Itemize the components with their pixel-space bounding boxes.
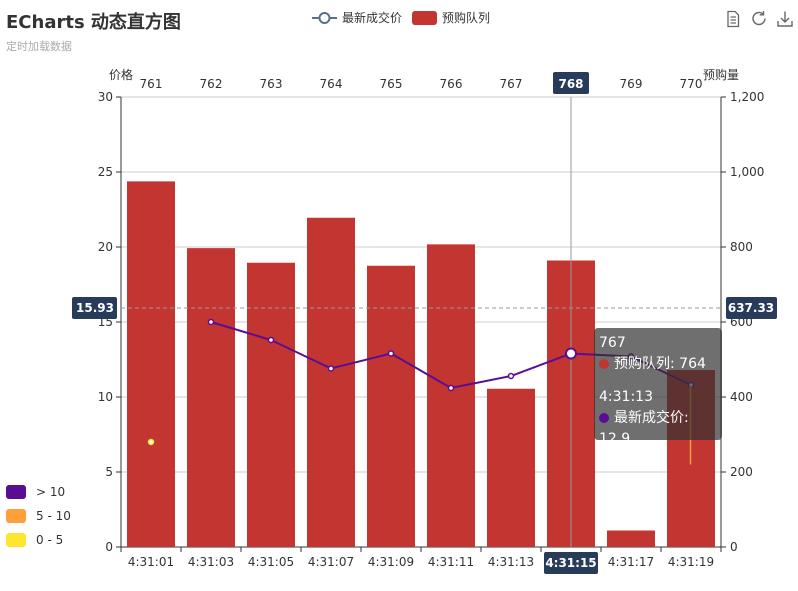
visual-map-swatch-low [6, 533, 26, 547]
legend-label-price: 最新成交价 [342, 11, 403, 25]
x-top-tick-label: 767 [500, 77, 523, 91]
bar-swatch-icon [412, 10, 438, 25]
restore-icon[interactable] [750, 10, 768, 28]
x-bottom-tick-label: 4:31:13 [488, 555, 534, 569]
visual-map: > 10 5 - 10 0 - 5 [6, 480, 71, 552]
x-bottom-tick-label: 4:31:17 [608, 555, 654, 569]
price-point-4:31:03 [207, 318, 215, 326]
y-right-tick-label: 1,200 [730, 90, 764, 104]
y-right-tick-label: 200 [730, 465, 753, 479]
x-top-tick-label: 765 [380, 77, 403, 91]
x-top-tick-label: 770 [680, 77, 703, 91]
x-bottom-pointer-label-bg [544, 552, 598, 574]
y-right-tick-label: 400 [730, 390, 753, 404]
y-left-tick-label: 0 [105, 540, 113, 554]
price-point-4:31:15 [565, 347, 577, 360]
price-point-4:31:11 [447, 384, 455, 392]
x-bottom-tick-label: 4:31:01 [128, 555, 174, 569]
tooltip-dot-queue [599, 359, 609, 369]
x-top-tick-label: 764 [320, 77, 343, 91]
tooltip: 767 预购队列: 764 4:31:13 最新成交价: 12.9 [594, 328, 722, 447]
y-left-axis-name: 价格 [109, 67, 133, 82]
tooltip-row-price-text: 最新成交价: 12.9 [599, 410, 689, 447]
y-left-tick-label: 5 [105, 465, 113, 479]
visual-map-label-mid: 5 - 10 [36, 509, 71, 523]
visual-map-swatch-mid [6, 509, 26, 523]
y-right-tick-label: 0 [730, 540, 738, 554]
x-top-pointer-label-bg [553, 72, 589, 94]
tooltip-row-price: 最新成交价: 12.9 [599, 408, 717, 450]
line-circle-icon [312, 11, 337, 24]
price-point-4:31:05 [267, 336, 275, 344]
y-right-pointer-label-bg [726, 297, 777, 320]
legend-item-queue[interactable]: 预购队列 [412, 9, 490, 26]
tooltip-row-queue-text: 预购队列: 764 [614, 356, 706, 372]
x-bottom-tick-label: 4:31:19 [668, 555, 714, 569]
data-view-icon[interactable] [724, 10, 742, 28]
x-top-pointer-label: 768 [558, 77, 583, 91]
price-point-4:31:09 [387, 350, 395, 357]
y-right-pointer-label: 637.33 [728, 301, 774, 315]
x-bottom-tick-label: 4:31:07 [308, 555, 354, 569]
y-left-pointer-label: 15.93 [76, 301, 114, 315]
visual-map-label-high: > 10 [36, 485, 66, 499]
tooltip-header-category: 767 [599, 335, 626, 351]
bar-4:31:05 [247, 262, 295, 547]
tooltip-row-queue: 预购队列: 764 [599, 354, 717, 375]
y-left-tick-label: 30 [98, 90, 113, 104]
y-left-tick-label: 25 [98, 165, 113, 179]
bar-4:31:01 [127, 181, 175, 547]
bar-4:31:13 [487, 388, 535, 547]
x-bottom-tick-label: 4:31:09 [368, 555, 414, 569]
price-point-4:31:13 [507, 372, 515, 380]
x-bottom-tick-label: 4:31:11 [428, 555, 474, 569]
bar-4:31:09 [367, 265, 415, 547]
x-top-tick-label: 761 [140, 77, 163, 91]
visual-map-label-low: 0 - 5 [36, 533, 64, 547]
price-point-4:31:07 [327, 365, 335, 372]
x-top-tick-label: 769 [620, 77, 643, 91]
visual-map-piece-high[interactable]: > 10 [6, 480, 71, 504]
bar-4:31:17 [607, 530, 655, 547]
y-right-tick-label: 800 [730, 240, 753, 254]
x-top-tick-label: 762 [200, 77, 223, 91]
tooltip-dot-price [599, 413, 609, 423]
y-right-axis-name: 预购量 [703, 67, 739, 82]
tooltip-header-time: 4:31:13 [599, 389, 653, 405]
x-bottom-pointer-label: 4:31:15 [545, 556, 596, 570]
visual-map-swatch-high [6, 485, 26, 499]
bar-4:31:11 [427, 244, 475, 547]
legend: 最新成交价 预购队列 [312, 9, 500, 26]
x-top-tick-label: 763 [260, 77, 283, 91]
x-top-tick-label: 766 [440, 77, 463, 91]
bar-4:31:03 [187, 248, 235, 547]
visual-map-piece-low[interactable]: 0 - 5 [6, 528, 71, 552]
y-left-pointer-label-bg [72, 297, 117, 320]
chart-subtitle: 定时加载数据 [6, 40, 72, 53]
chart-title: ECharts 动态直方图 [6, 12, 181, 33]
bar-4:31:07 [307, 217, 355, 547]
legend-label-queue: 预购队列 [442, 11, 491, 25]
price-point-4:31:01 [147, 438, 155, 446]
visual-map-piece-mid[interactable]: 5 - 10 [6, 504, 71, 528]
toolbox [716, 10, 794, 28]
legend-item-price[interactable]: 最新成交价 [312, 9, 402, 26]
x-bottom-tick-label: 4:31:03 [188, 555, 234, 569]
x-bottom-tick-label: 4:31:05 [248, 555, 294, 569]
y-left-tick-label: 20 [98, 240, 113, 254]
y-right-tick-label: 1,000 [730, 165, 764, 179]
save-image-icon[interactable] [776, 10, 794, 28]
y-left-tick-label: 10 [98, 390, 113, 404]
